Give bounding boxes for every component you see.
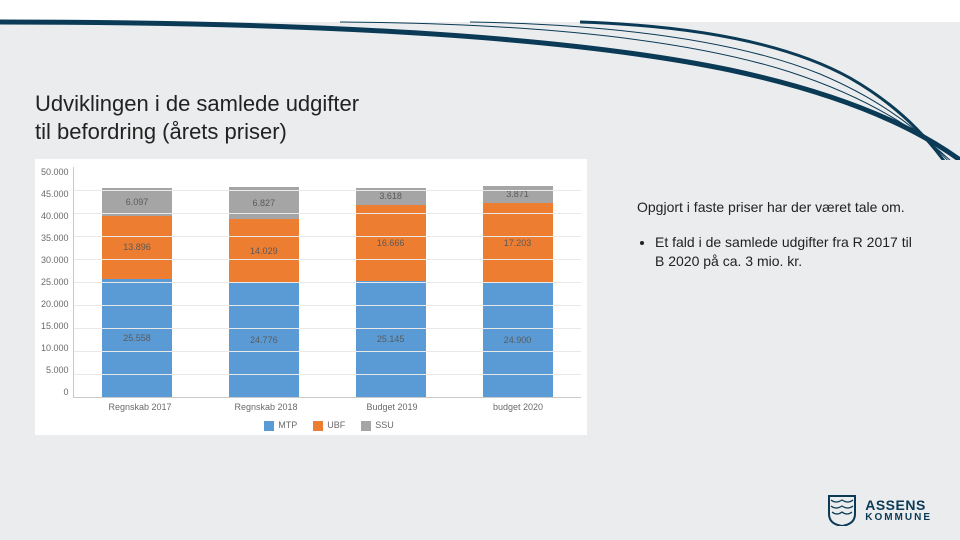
bar-3: 3.87117.20324.900: [483, 186, 553, 397]
x-tick: Budget 2019: [357, 402, 427, 412]
y-tick: 35.000: [41, 233, 69, 243]
seg-ssu: 3.871: [483, 186, 553, 204]
logo-main: ASSENS: [865, 498, 932, 512]
x-tick: Regnskab 2017: [105, 402, 175, 412]
x-axis: Regnskab 2017 Regnskab 2018 Budget 2019 bud…: [77, 402, 581, 412]
shield-icon: [827, 494, 857, 526]
y-tick: 25.000: [41, 277, 69, 287]
bullet-1: Et fald i de samlede udgifter fra R 2017…: [655, 233, 925, 271]
bullet-list: Et fald i de samlede udgifter fra R 2017…: [637, 233, 925, 271]
title-line-1: Udviklingen i de samlede udgifter: [35, 91, 359, 116]
seg-ubf: 14.029: [229, 219, 299, 284]
seg-ubf: 13.896: [102, 216, 172, 280]
x-tick: Regnskab 2018: [231, 402, 301, 412]
y-tick: 50.000: [41, 167, 69, 177]
x-tick: budget 2020: [483, 402, 553, 412]
bar-2: 3.61816.66625.145: [356, 188, 426, 397]
seg-ubf: 16.666: [356, 205, 426, 282]
bar-1: 6.82714.02924.776: [229, 187, 299, 397]
y-tick: 30.000: [41, 255, 69, 265]
y-tick: 15.000: [41, 321, 69, 331]
plot-area: 6.09713.89625.558 6.82714.02924.776 3.6181…: [73, 167, 581, 398]
chart-container: 50.000 45.000 40.000 35.000 30.000 25.000 20.0…: [35, 159, 587, 435]
legend-item: SSU: [361, 420, 394, 431]
seg-mtp: 24.776: [229, 283, 299, 397]
top-white-bar: [0, 0, 960, 22]
legend-swatch: [313, 421, 323, 431]
side-intro: Opgjort i faste priser har der været tal…: [637, 199, 925, 215]
legend-swatch: [361, 421, 371, 431]
y-axis: 50.000 45.000 40.000 35.000 30.000 25.000 20.0…: [41, 167, 73, 397]
seg-mtp: 25.558: [102, 279, 172, 397]
y-tick: 0: [64, 387, 69, 397]
title-line-2: til befordring (årets priser): [35, 119, 287, 144]
bar-0: 6.09713.89625.558: [102, 188, 172, 398]
logo-sub: KOMMUNE: [865, 512, 932, 523]
y-tick: 45.000: [41, 189, 69, 199]
seg-ssu: 6.097: [102, 188, 172, 216]
legend-swatch: [264, 421, 274, 431]
seg-mtp: 24.900: [483, 282, 553, 397]
legend: MTP UBF SSU: [77, 420, 581, 431]
y-tick: 20.000: [41, 299, 69, 309]
seg-ubf: 17.203: [483, 203, 553, 282]
legend-item: UBF: [313, 420, 345, 431]
slide-content: Udviklingen i de samlede udgifter til be…: [35, 90, 925, 480]
slide-title: Udviklingen i de samlede udgifter til be…: [35, 90, 925, 145]
y-tick: 5.000: [46, 365, 69, 375]
footer-logo: ASSENS KOMMUNE: [827, 494, 932, 526]
y-tick: 40.000: [41, 211, 69, 221]
legend-item: MTP: [264, 420, 297, 431]
seg-mtp: 25.145: [356, 281, 426, 397]
side-text: Opgjort i faste priser har der været tal…: [637, 159, 925, 435]
y-tick: 10.000: [41, 343, 69, 353]
